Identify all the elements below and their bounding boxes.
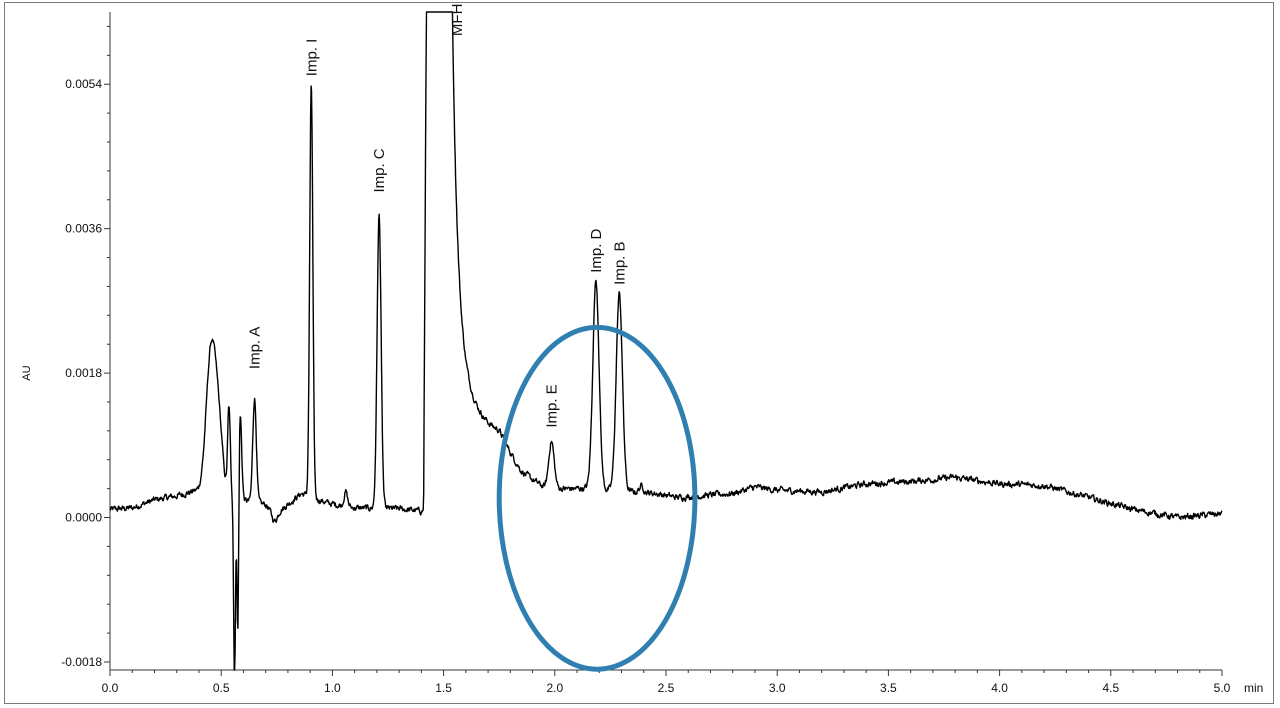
x-tick-label: 4.0	[991, 681, 1008, 695]
x-tick-label: 5.0	[1214, 681, 1231, 695]
highlight-ellipse	[496, 324, 698, 672]
x-tick-label: 1.5	[435, 681, 452, 695]
y-tick-label: -0.0018	[61, 655, 102, 669]
peak-label: MFH	[449, 4, 466, 37]
y-axis-title: AU	[21, 365, 33, 380]
x-tick-label: 0.5	[213, 681, 230, 695]
peak-label: Imp. B	[611, 241, 628, 284]
peak-labels: Imp. A Imp. I Imp. C MFH Imp. E Imp. D Imp. B	[247, 4, 629, 428]
peak-label: Imp. E	[543, 384, 560, 427]
peak-label: Imp. D	[588, 228, 605, 272]
chromatogram-trace	[109, 11, 1223, 671]
peak-label: Imp. A	[247, 327, 264, 370]
x-tick-label: 2.5	[658, 681, 675, 695]
peak-label: Imp. C	[371, 148, 388, 192]
x-tick-label: 3.5	[880, 681, 897, 695]
x-tick-label: 4.5	[1102, 681, 1119, 695]
y-tick-label: 0.0054	[65, 77, 102, 91]
x-tick-label: 3.0	[769, 681, 786, 695]
x-tick-label: 0.0	[102, 681, 119, 695]
x-tick-label: 2.0	[546, 681, 563, 695]
x-unit-label: min	[1244, 681, 1263, 695]
trace-group	[109, 11, 1223, 671]
x-tick-label: 1.0	[324, 681, 341, 695]
y-tick-label: 0.0000	[65, 511, 102, 525]
y-tick-label: 0.0036	[65, 222, 102, 236]
peak-label: Imp. I	[303, 39, 320, 77]
highlight-group	[496, 324, 698, 672]
y-tick-label: 0.0018	[65, 366, 102, 380]
